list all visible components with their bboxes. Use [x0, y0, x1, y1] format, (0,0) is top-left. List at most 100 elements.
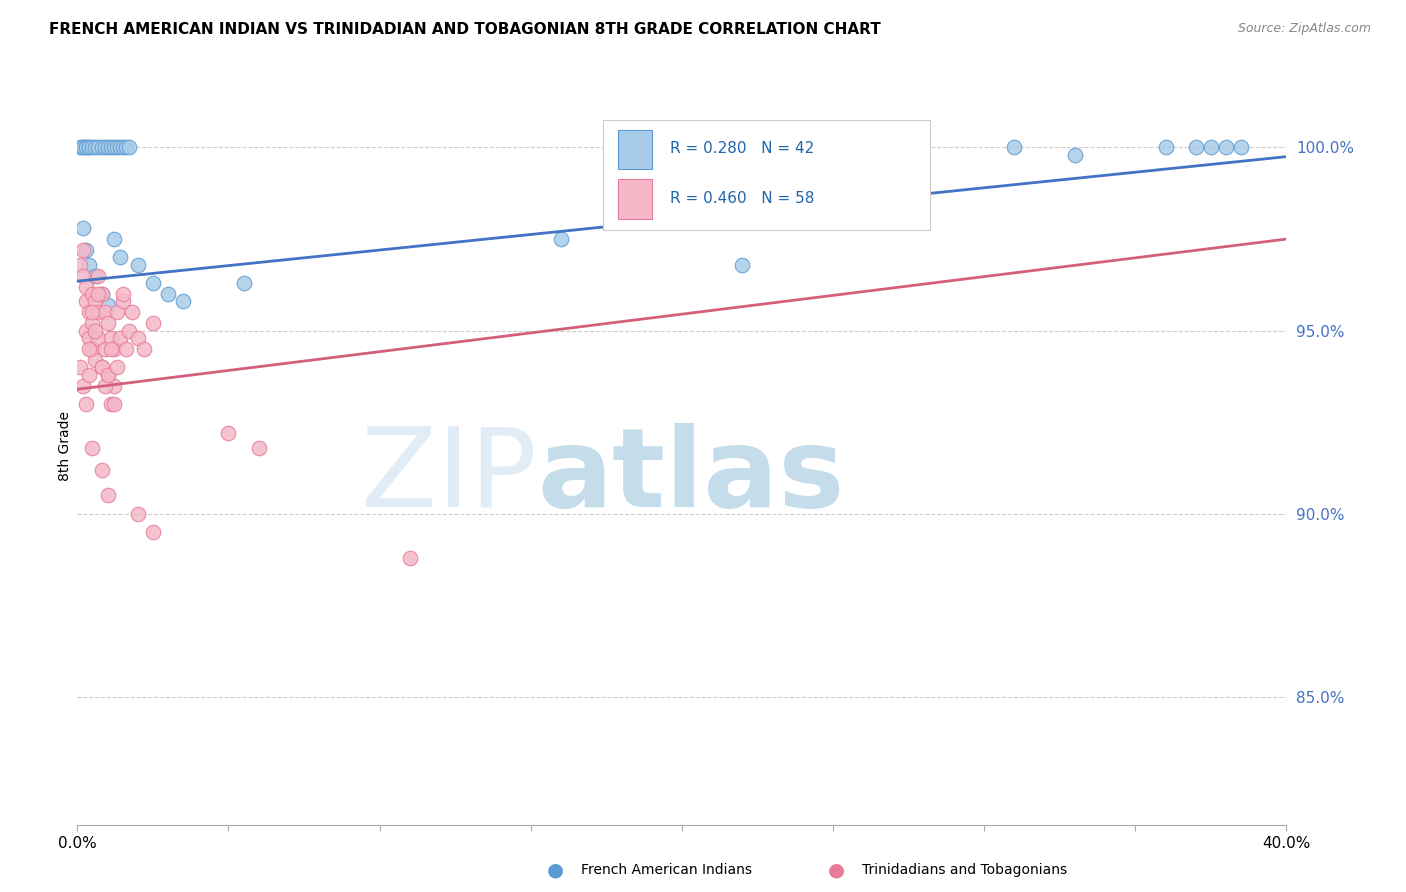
Point: [79, 331, 101, 345]
Point: [82, 287, 104, 301]
Point: [96, 368, 118, 382]
Point: [103, 232, 125, 246]
Point: [84, 140, 107, 154]
Point: [132, 342, 155, 356]
Point: [93, 378, 115, 392]
Point: [82, 316, 104, 330]
Point: [96, 140, 118, 154]
Point: [1215, 140, 1237, 154]
Point: [105, 305, 128, 319]
Point: [72, 140, 94, 154]
Point: [79, 368, 101, 382]
Point: [69, 140, 91, 154]
Point: [114, 342, 136, 356]
Point: [1184, 140, 1206, 154]
Point: [118, 324, 141, 338]
Point: [218, 426, 240, 441]
Text: Trinidadians and Tobagonians: Trinidadians and Tobagonians: [862, 863, 1067, 877]
Point: [69, 258, 91, 272]
Point: [93, 305, 115, 319]
Point: [90, 360, 112, 375]
Point: [75, 279, 97, 293]
Point: [82, 305, 104, 319]
Point: [100, 342, 122, 356]
Text: FRENCH AMERICAN INDIAN VS TRINIDADIAN AND TOBAGONIAN 8TH GRADE CORRELATION CHART: FRENCH AMERICAN INDIAN VS TRINIDADIAN AN…: [49, 22, 882, 37]
Text: Source: ZipAtlas.com: Source: ZipAtlas.com: [1237, 22, 1371, 36]
FancyBboxPatch shape: [603, 120, 929, 230]
Point: [108, 331, 131, 345]
Text: French American Indians: French American Indians: [581, 863, 752, 877]
Point: [79, 305, 101, 319]
Point: [72, 378, 94, 392]
Point: [69, 360, 91, 375]
Point: [75, 324, 97, 338]
Point: [550, 232, 572, 246]
Point: [90, 140, 112, 154]
Point: [127, 507, 149, 521]
Point: [93, 342, 115, 356]
Point: [87, 331, 110, 345]
Text: R = 0.460   N = 58: R = 0.460 N = 58: [669, 191, 814, 205]
Point: [72, 243, 94, 257]
Point: [72, 140, 94, 154]
Point: [142, 316, 165, 330]
Point: [108, 140, 131, 154]
Point: [96, 298, 118, 312]
Point: [96, 316, 118, 330]
FancyBboxPatch shape: [617, 179, 652, 219]
Point: [111, 294, 134, 309]
Point: [127, 258, 149, 272]
Point: [157, 287, 180, 301]
Point: [1064, 148, 1087, 162]
Point: [75, 243, 97, 257]
Point: [142, 524, 165, 539]
Point: [731, 258, 754, 272]
Point: [172, 294, 194, 309]
Point: [84, 324, 107, 338]
Text: ●: ●: [547, 860, 564, 880]
Point: [100, 397, 122, 411]
Point: [72, 221, 94, 235]
Point: [127, 331, 149, 345]
Point: [79, 140, 101, 154]
Point: [87, 287, 110, 301]
Text: R = 0.280   N = 42: R = 0.280 N = 42: [669, 141, 814, 156]
Point: [84, 353, 107, 368]
Point: [96, 368, 118, 382]
Point: [232, 276, 254, 290]
Point: [1154, 140, 1177, 154]
Point: [118, 140, 141, 154]
Point: [105, 140, 128, 154]
Point: [79, 342, 101, 356]
Point: [142, 276, 165, 290]
Point: [100, 140, 122, 154]
Point: [247, 441, 270, 455]
Point: [1230, 140, 1253, 154]
Point: [90, 287, 112, 301]
Point: [90, 463, 112, 477]
Point: [79, 258, 101, 272]
Point: [103, 397, 125, 411]
Point: [82, 342, 104, 356]
Point: [84, 294, 107, 309]
Point: [75, 140, 97, 154]
Point: [108, 251, 131, 265]
Point: [121, 305, 143, 319]
Point: [111, 287, 134, 301]
Y-axis label: 8th Grade: 8th Grade: [58, 411, 72, 481]
Point: [1199, 140, 1222, 154]
Point: [399, 550, 422, 565]
Point: [75, 294, 97, 309]
Point: [75, 397, 97, 411]
Point: [111, 140, 134, 154]
Text: atlas: atlas: [537, 423, 844, 530]
Point: [87, 305, 110, 319]
Point: [93, 140, 115, 154]
Point: [87, 268, 110, 283]
Text: ●: ●: [828, 860, 845, 880]
Point: [82, 441, 104, 455]
Point: [100, 331, 122, 345]
Point: [103, 342, 125, 356]
Point: [90, 287, 112, 301]
Point: [84, 268, 107, 283]
